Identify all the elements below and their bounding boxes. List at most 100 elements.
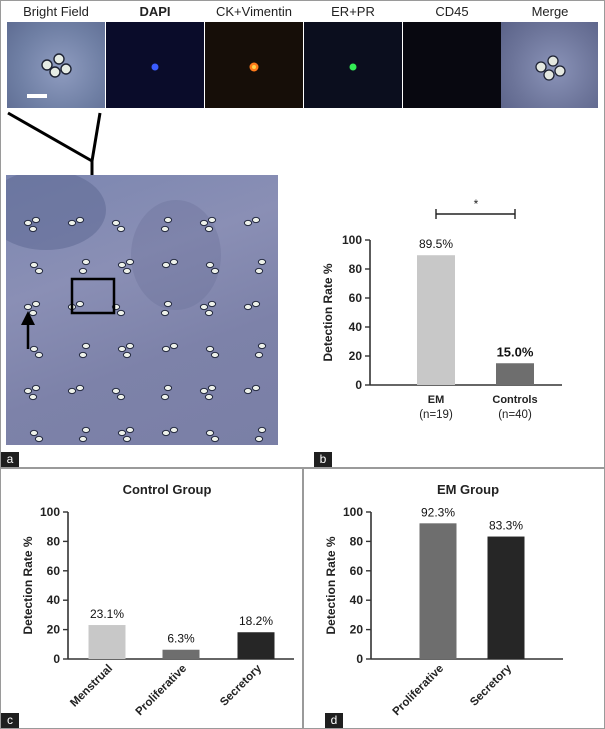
chart-title: EM Group <box>437 482 499 497</box>
cell-cluster <box>205 261 220 275</box>
merge-image <box>501 22 598 108</box>
y-tick-label: 40 <box>349 320 363 334</box>
cell-cluster <box>78 342 91 359</box>
bar-value-label: 89.5% <box>419 237 453 251</box>
y-tick-label: 100 <box>343 505 363 519</box>
channel-label-ck-vimentin: CK+Vimentin <box>216 4 292 19</box>
cell-cluster <box>41 53 72 78</box>
cell-cluster <box>23 384 41 401</box>
y-tick-label: 40 <box>350 593 364 607</box>
bar-value-label: 92.3% <box>421 505 455 519</box>
scale-bar <box>27 94 47 98</box>
y-tick-label: 60 <box>349 291 363 305</box>
cell-cluster <box>23 300 41 317</box>
channel-label-er-pr: ER+PR <box>331 4 375 19</box>
cell-cluster <box>205 429 220 443</box>
bar <box>237 632 275 659</box>
cell-cluster <box>160 216 173 233</box>
dapi-image <box>106 22 204 108</box>
cell-cluster <box>160 300 173 317</box>
ck-vimentin-image <box>205 22 303 108</box>
cell-cluster <box>67 300 85 311</box>
cell-cluster <box>254 426 267 443</box>
cell-cluster <box>29 429 44 443</box>
cell-cluster <box>199 216 217 233</box>
y-tick-label: 0 <box>356 652 363 666</box>
y-tick-label: 80 <box>47 534 61 548</box>
y-tick-label: 20 <box>349 349 363 363</box>
chart-c: Control Group 0 20 40 60 80 100 Detection Rate … <box>21 482 294 718</box>
er-pr-image <box>304 22 402 108</box>
y-axis-label: Detection Rate % <box>321 263 335 361</box>
y-axis-label: Detection Rate % <box>324 536 338 634</box>
category-sublabel: (n=40) <box>498 409 532 421</box>
cell-cluster <box>117 258 135 275</box>
cell-cluster <box>67 384 85 395</box>
cell-cluster <box>199 300 217 317</box>
bright-field-image <box>7 22 105 108</box>
cell-cluster <box>111 219 126 233</box>
zoom-box <box>70 277 116 315</box>
bar <box>496 363 534 385</box>
panel-letter-a: a <box>1 452 19 467</box>
y-tick-label: 20 <box>47 623 61 637</box>
cell-cluster <box>67 216 85 227</box>
cell-cluster <box>199 384 217 401</box>
cell-cluster <box>254 258 267 275</box>
significance-marker: * <box>474 197 479 211</box>
bar-value-label: 15.0% <box>497 344 534 359</box>
large-bright-field-image <box>6 175 278 445</box>
bar-value-label: 18.2% <box>239 614 273 628</box>
arrow-indicator <box>21 311 35 349</box>
cell-cluster <box>243 384 261 395</box>
bar <box>417 255 455 385</box>
category-label: Secretory <box>468 662 514 708</box>
bar <box>88 625 126 659</box>
cell-cluster <box>117 342 135 359</box>
bar-value-label: 6.3% <box>167 632 195 646</box>
y-tick-label: 0 <box>53 652 60 666</box>
y-tick-label: 100 <box>342 233 362 247</box>
chart-b: 0 20 40 60 80 100 Detection Rate % 89.5% EM (n=19… <box>321 197 562 421</box>
category-label: Menstrual <box>68 663 115 710</box>
y-tick-label: 80 <box>349 262 363 276</box>
chart-d: EM Group 0 20 40 60 80 100 Detection Rate % 92.3… <box>324 482 563 718</box>
bar <box>487 536 525 659</box>
cell-cluster <box>160 384 173 401</box>
y-axis-label: Detection Rate % <box>21 536 35 634</box>
cell-cluster <box>78 426 91 443</box>
category-label: Proliferative <box>391 663 446 718</box>
channel-label-merge: Merge <box>531 4 569 19</box>
cd45-image <box>403 22 501 108</box>
bar-value-label: 23.1% <box>90 607 124 621</box>
cell-cluster <box>243 300 261 311</box>
channel-label-dapi: DAPI <box>139 4 171 19</box>
bar <box>419 523 457 659</box>
chart-title: Control Group <box>123 482 212 497</box>
category-label: EM <box>428 394 445 406</box>
cell-cluster <box>205 345 220 359</box>
y-tick-label: 0 <box>355 378 362 392</box>
panel-letter-d: d <box>325 713 343 728</box>
cell-cluster <box>29 345 44 359</box>
panel-letter-b: b <box>314 452 332 467</box>
y-tick-label: 60 <box>350 564 364 578</box>
cell-cluster <box>254 342 267 359</box>
cell-cluster <box>29 261 44 275</box>
category-label: Proliferative <box>134 663 189 718</box>
cell-cluster <box>243 216 261 227</box>
cell-cluster <box>111 387 126 401</box>
cell-cluster <box>161 426 179 437</box>
y-tick-label: 80 <box>350 534 364 548</box>
category-label: Secretory <box>218 662 264 708</box>
category-label: Controls <box>492 394 537 406</box>
bar <box>162 649 200 659</box>
y-tick-label: 40 <box>47 593 61 607</box>
channel-label-bright-field: Bright Field <box>23 4 89 19</box>
cell-cluster <box>23 216 41 233</box>
y-tick-label: 100 <box>40 505 60 519</box>
cell-cluster <box>161 258 179 269</box>
cell-cluster <box>78 258 91 275</box>
cell-cluster <box>117 426 135 443</box>
y-tick-label: 60 <box>47 564 61 578</box>
